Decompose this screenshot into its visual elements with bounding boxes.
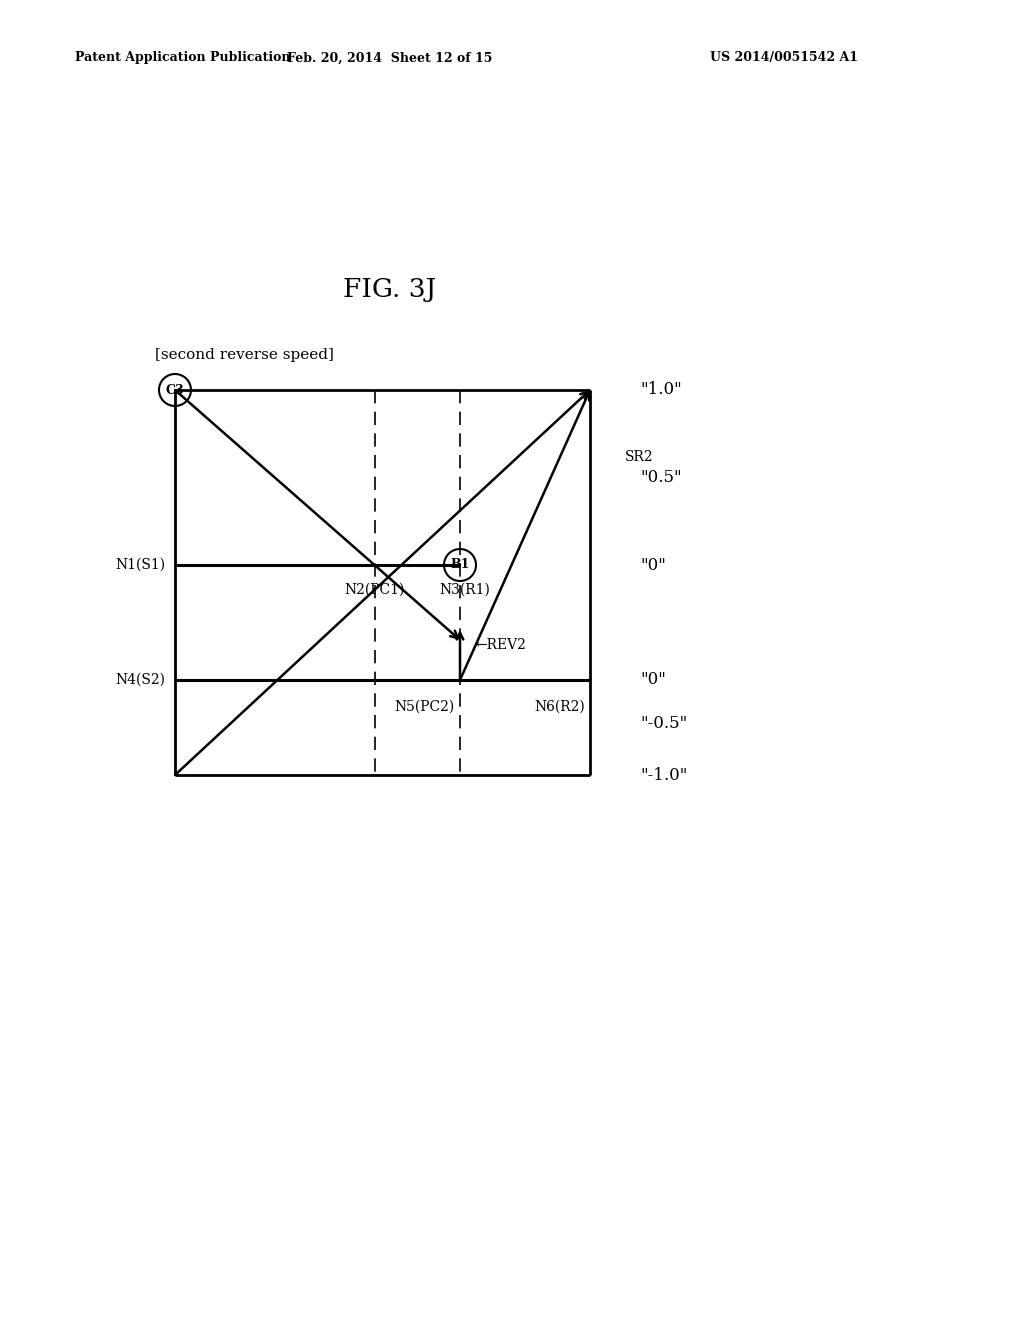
Text: C3: C3 bbox=[166, 384, 184, 396]
Text: N2(PC1): N2(PC1) bbox=[345, 583, 406, 597]
Text: "-1.0": "-1.0" bbox=[640, 767, 687, 784]
Text: US 2014/0051542 A1: US 2014/0051542 A1 bbox=[710, 51, 858, 65]
Text: N5(PC2): N5(PC2) bbox=[394, 700, 455, 714]
Text: "0": "0" bbox=[640, 557, 666, 573]
Text: [second reverse speed]: [second reverse speed] bbox=[155, 348, 334, 362]
Text: B1: B1 bbox=[451, 558, 470, 572]
Text: N3(R1): N3(R1) bbox=[439, 583, 490, 597]
Text: N6(R2): N6(R2) bbox=[535, 700, 585, 714]
Text: ←REV2: ←REV2 bbox=[475, 638, 526, 652]
Text: "0.5": "0.5" bbox=[640, 470, 682, 487]
Text: N1(S1): N1(S1) bbox=[115, 558, 165, 572]
Text: "1.0": "1.0" bbox=[640, 381, 682, 399]
Text: FIG. 3J: FIG. 3J bbox=[343, 277, 436, 302]
Text: SR2: SR2 bbox=[625, 450, 653, 465]
Text: "0": "0" bbox=[640, 672, 666, 689]
Text: Patent Application Publication: Patent Application Publication bbox=[75, 51, 291, 65]
Text: N4(S2): N4(S2) bbox=[115, 673, 165, 686]
Text: Feb. 20, 2014  Sheet 12 of 15: Feb. 20, 2014 Sheet 12 of 15 bbox=[288, 51, 493, 65]
Text: "-0.5": "-0.5" bbox=[640, 714, 687, 731]
